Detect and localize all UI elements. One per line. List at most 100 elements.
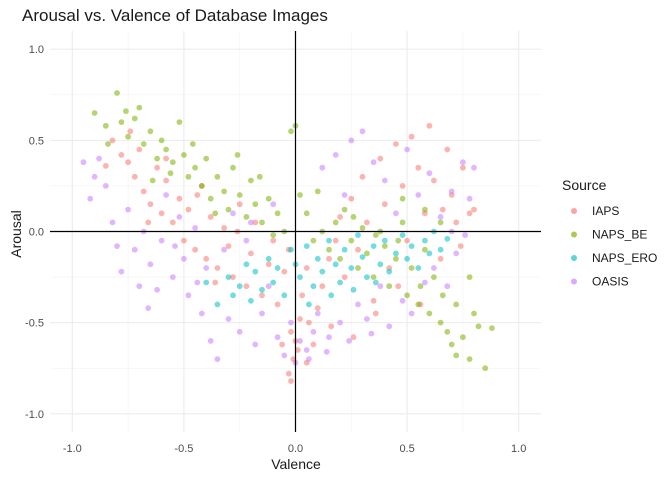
series-iaps [102,122,477,384]
data-point [404,255,410,262]
data-point [359,225,366,231]
data-point [431,274,437,280]
data-point [281,292,288,299]
data-point [422,246,428,253]
data-point [265,195,272,202]
data-point [118,152,125,158]
data-point [323,348,330,355]
data-point [163,146,170,153]
legend-label: OASIS [592,275,629,289]
data-point [281,352,288,359]
data-point [399,195,406,202]
data-point [181,237,187,244]
data-point [328,292,335,299]
data-point [131,115,138,122]
data-point [408,265,415,271]
data-point [252,268,259,275]
reference-lines [50,31,541,432]
data-point [372,232,379,239]
data-point [471,164,477,171]
data-point [303,265,310,271]
data-point [462,232,468,239]
data-point [381,177,388,184]
data-point [466,195,473,202]
data-point [422,237,428,244]
data-point [377,155,384,162]
data-point [214,265,221,271]
legend-key [571,231,577,238]
data-point [448,188,455,195]
data-point [265,261,272,268]
legend-label: NAPS_ERO [592,251,657,265]
data-point [259,292,265,299]
data-point [145,305,152,311]
data-point [399,183,406,189]
data-point [489,325,495,331]
data-point [422,279,428,286]
data-point [252,201,259,208]
data-point [91,173,98,180]
data-point [127,128,134,135]
data-point [274,265,281,271]
data-point [96,155,102,162]
data-point [417,283,424,290]
data-point [118,268,125,275]
data-point [136,283,143,290]
data-point [386,268,393,275]
data-point [192,246,199,253]
legend-item: NAPS_BE [571,228,647,242]
data-point [248,177,254,184]
data-point [377,261,384,268]
data-point [259,219,265,226]
data-point [341,274,348,280]
data-point [460,164,466,171]
data-point [377,283,384,290]
data-point [147,261,154,268]
data-point [386,323,393,330]
data-point [214,173,221,180]
data-point [252,219,259,226]
data-point [203,279,210,286]
data-point [364,250,370,257]
data-point [243,214,250,220]
data-point [341,206,348,213]
data-point [203,255,210,262]
data-point [136,104,143,111]
data-point [370,159,377,166]
data-point [192,164,199,171]
data-point [350,334,357,341]
data-point [348,195,355,202]
data-point [80,159,87,166]
data-point [185,173,192,180]
data-point [91,110,98,116]
data-point [466,356,473,362]
data-point [185,292,192,299]
data-point [154,286,161,293]
data-point [102,163,109,169]
data-point [230,164,236,171]
data-point [326,237,332,244]
data-point [259,286,265,293]
data-point [395,237,402,244]
data-point [426,310,433,317]
data-point [131,173,138,180]
data-point [393,210,399,217]
data-point [176,119,183,125]
data-point [158,210,165,217]
x-axis-ticks: -1.0 -0.5 0.0 0.5 1.0 [63,443,526,455]
data-point [303,210,310,217]
x-axis-title: Valence [271,456,321,472]
x-tick-label: 0.0 [288,443,303,455]
data-point [163,192,170,198]
data-point [297,192,303,198]
data-point [359,173,366,180]
data-point [194,192,201,198]
data-point [248,297,254,304]
data-point [299,292,306,299]
data-point [341,192,348,198]
data-point [169,274,176,280]
data-point [288,319,294,326]
data-point [437,214,444,220]
data-point [256,173,263,180]
data-point [482,365,489,372]
